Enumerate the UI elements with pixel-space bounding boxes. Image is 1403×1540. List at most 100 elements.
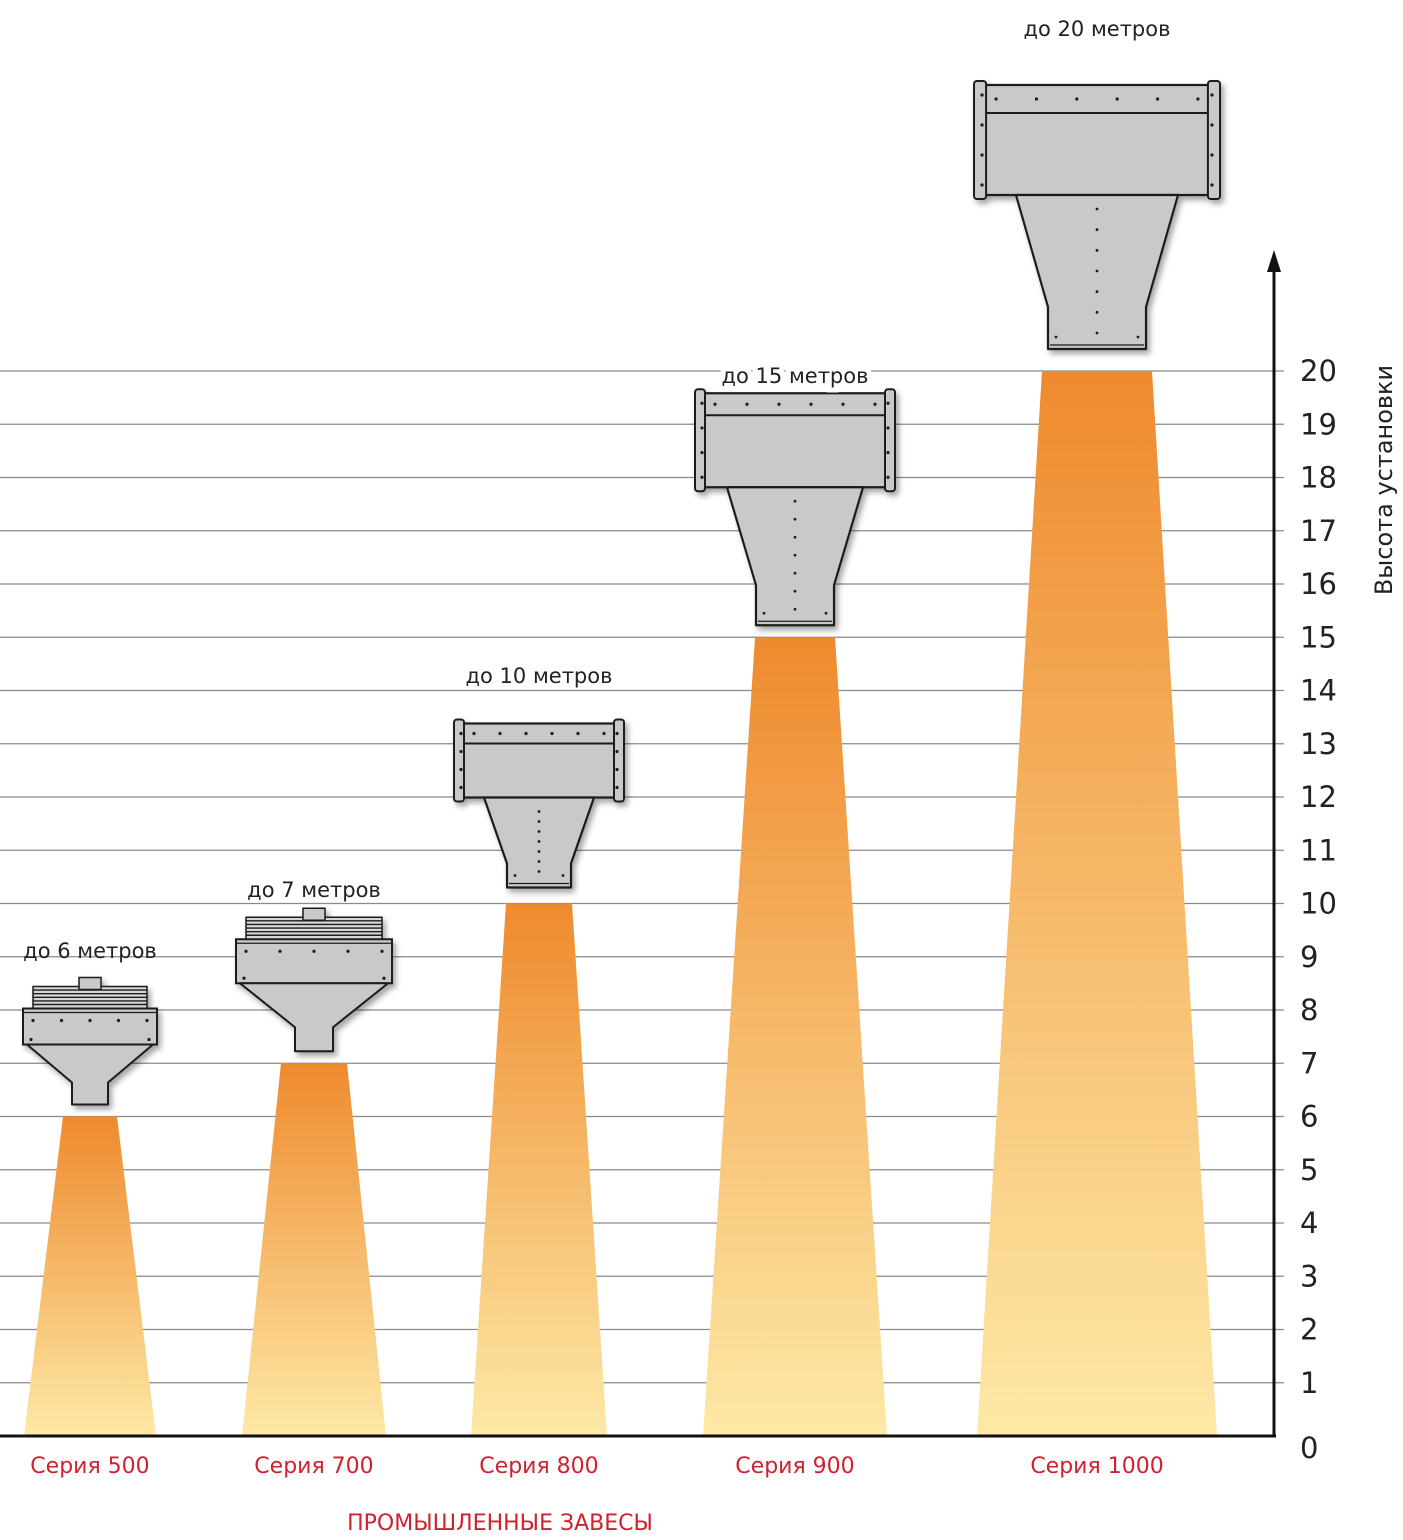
labels: до 6 метров до 7 метров до 10 метров до 15 … — [23, 17, 1170, 1479]
x-category-label: Серия 500 — [30, 1454, 149, 1479]
rivet — [1054, 335, 1058, 339]
rivet — [700, 401, 704, 405]
motor-cap — [302, 907, 326, 921]
y-tick-label: 5 — [1300, 1153, 1318, 1187]
y-tick-label: 17 — [1300, 514, 1337, 548]
rivet — [615, 785, 619, 790]
side-flange-right — [1206, 80, 1222, 200]
side-flange-left — [694, 388, 706, 493]
rivet — [824, 611, 828, 615]
side-flange-right — [613, 718, 625, 803]
rivet — [793, 535, 797, 539]
rivet — [1115, 97, 1119, 101]
y-tick-label: 12 — [1300, 780, 1337, 814]
rivet — [576, 731, 580, 736]
y-tick-label: 14 — [1300, 674, 1337, 708]
rivet — [459, 785, 463, 790]
rivet — [244, 949, 248, 953]
rivet — [793, 553, 797, 557]
y-tick-label: 3 — [1300, 1259, 1318, 1293]
rivet — [1075, 97, 1079, 101]
rivet — [615, 767, 619, 772]
curtain-unit-20 — [973, 80, 1222, 351]
beam-bar — [703, 637, 887, 1436]
rivet — [980, 153, 984, 157]
rivet — [346, 949, 350, 953]
data-label: до 20 метров — [1024, 17, 1171, 41]
y-tick-label: 1 — [1300, 1366, 1318, 1400]
curtain-unit-15 — [694, 388, 896, 627]
rivet — [312, 949, 316, 953]
y-tick-label: 11 — [1300, 833, 1337, 867]
y-tick-label: 10 — [1300, 887, 1337, 921]
rivet — [615, 749, 619, 754]
rivet — [1155, 97, 1160, 101]
rivet — [145, 1018, 149, 1023]
rivet — [1210, 183, 1214, 187]
beam-bar — [24, 1116, 156, 1436]
rivet — [700, 475, 704, 479]
rivet — [459, 731, 463, 736]
y-tick-label: 16 — [1300, 567, 1337, 601]
rivet — [31, 1018, 35, 1023]
unit-housing — [235, 938, 393, 985]
rivet — [537, 850, 541, 853]
rivet — [700, 450, 704, 455]
rivet — [382, 976, 386, 980]
side-flange-left — [453, 718, 465, 803]
rivet — [700, 426, 704, 430]
rivet — [777, 402, 781, 406]
data-label: до 6 метров — [23, 939, 157, 963]
rivet — [537, 860, 541, 863]
unit-nozzle — [26, 1043, 154, 1106]
side-flange-left — [973, 80, 988, 200]
rivet — [459, 767, 463, 772]
rivet — [980, 183, 984, 187]
beam-bar — [471, 903, 607, 1436]
rivet — [1095, 207, 1099, 211]
rivet — [88, 1018, 92, 1023]
y-tick-label: 7 — [1300, 1046, 1318, 1080]
y-tick-label: 13 — [1300, 727, 1337, 761]
rivet — [1196, 97, 1200, 101]
rivet — [537, 830, 541, 833]
rivet — [980, 123, 984, 127]
unit-housing — [454, 722, 624, 799]
rivet — [793, 517, 797, 521]
rivet — [498, 731, 502, 736]
rivet — [980, 93, 984, 97]
rivet — [886, 401, 890, 405]
rivet — [713, 402, 717, 406]
rivet — [1095, 290, 1099, 294]
rivet — [745, 402, 749, 406]
rivet — [537, 820, 541, 823]
y-tick-label: 8 — [1300, 993, 1318, 1027]
rivet — [1210, 93, 1214, 97]
x-category-label: Серия 800 — [479, 1454, 598, 1479]
curtain-unit-6 — [22, 976, 158, 1106]
data-label: до 15 метров — [722, 364, 869, 388]
rivet — [459, 749, 463, 754]
rivet — [1095, 269, 1099, 273]
x-category-label: Серия 900 — [735, 1454, 854, 1479]
rivet — [537, 870, 541, 873]
rivet — [793, 499, 797, 503]
rivet — [615, 731, 619, 736]
beam-bar — [977, 371, 1217, 1436]
y-tick-label: 15 — [1300, 620, 1337, 654]
rivet — [524, 731, 528, 736]
beam-bar — [242, 1063, 386, 1436]
rivet — [278, 949, 282, 953]
unit-housing — [974, 83, 1220, 197]
rivet — [1136, 335, 1140, 339]
y-tick-label: 2 — [1300, 1313, 1318, 1347]
unit-housing — [22, 1007, 158, 1046]
rivet — [793, 571, 797, 575]
rivet — [886, 450, 890, 455]
rivet — [147, 1037, 151, 1042]
rivet — [1095, 310, 1099, 314]
rivet — [561, 874, 565, 877]
curtain-units — [22, 80, 1222, 1106]
unit-nozzle — [239, 982, 389, 1053]
x-category-label: Серия 1000 — [1030, 1454, 1163, 1479]
